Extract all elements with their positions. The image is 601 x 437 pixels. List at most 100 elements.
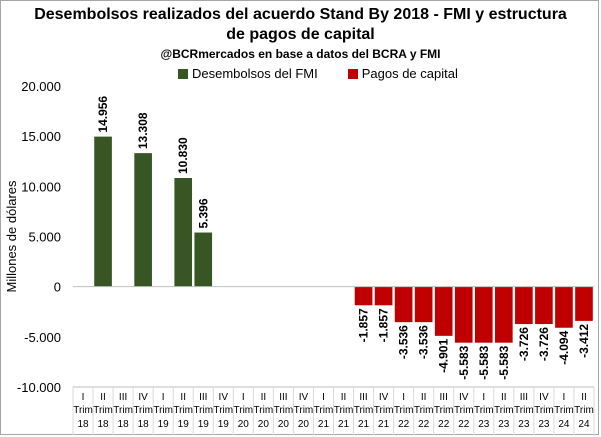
data-label: -4.901 xyxy=(437,339,451,373)
bar xyxy=(374,286,393,306)
x-tick-label-quarter: II xyxy=(421,392,427,403)
data-label: -1.857 xyxy=(377,308,391,342)
x-tick-label-year: 23 xyxy=(478,419,490,430)
legend-swatch-pagos xyxy=(347,68,358,79)
x-tick-label-quarter: III xyxy=(199,392,207,403)
x-tick-label-year: 21 xyxy=(378,419,390,430)
x-tick-label-year: 19 xyxy=(178,419,190,430)
x-tick-label-trim: Trim xyxy=(73,405,93,416)
y-axis-label: Millones de dólares xyxy=(4,180,19,293)
x-tick-label-trim: Trim xyxy=(494,405,514,416)
data-label: 13.308 xyxy=(136,112,150,149)
data-label: -1.857 xyxy=(357,308,371,342)
x-tick-label-quarter: II xyxy=(581,392,587,403)
data-label: 10.830 xyxy=(176,137,190,174)
bar xyxy=(474,286,493,343)
x-tick-label-trim: Trim xyxy=(374,405,394,416)
x-tick-label-year: 23 xyxy=(518,419,530,430)
data-label: -4.094 xyxy=(557,330,571,364)
data-label: 5.396 xyxy=(196,198,210,228)
legend-label-pagos: Pagos de capital xyxy=(361,66,458,81)
bar xyxy=(94,136,112,287)
x-tick-label-year: 22 xyxy=(418,419,430,430)
x-tick-label-trim: Trim xyxy=(93,405,113,416)
x-tick-label-year: 18 xyxy=(118,419,130,430)
x-tick-label-trim: Trim xyxy=(534,405,554,416)
legend-item-desembolsos: Desembolsos del FMI xyxy=(178,66,318,81)
y-tick-label: 20.000 xyxy=(21,79,61,94)
legend-item-pagos: Pagos de capital xyxy=(347,66,458,81)
x-tick-label-year: 24 xyxy=(578,419,590,430)
data-label: -3.726 xyxy=(537,327,551,361)
x-tick-label-quarter: IV xyxy=(539,392,549,403)
y-tick-label: -10.000 xyxy=(17,380,61,395)
x-tick-label-trim: Trim xyxy=(254,405,274,416)
bar xyxy=(555,286,573,328)
legend-swatch-desembolsos xyxy=(178,68,188,79)
bar xyxy=(515,286,533,325)
x-tick-label-year: 20 xyxy=(298,419,310,430)
x-tick-label-year: 20 xyxy=(278,419,290,430)
x-tick-label-quarter: II xyxy=(501,392,507,403)
x-tick-label-trim: Trim xyxy=(234,405,254,416)
x-tick-label-quarter: II xyxy=(100,392,106,403)
bar xyxy=(575,286,593,321)
x-tick-label-trim: Trim xyxy=(394,405,414,416)
x-tick-label-quarter: IV xyxy=(459,392,469,403)
x-tick-label-trim: Trim xyxy=(274,405,294,416)
y-tick-label: 15.000 xyxy=(21,129,61,144)
data-label: -3.536 xyxy=(417,325,431,359)
bar xyxy=(194,232,213,287)
x-tick-label-year: 23 xyxy=(498,419,510,430)
x-tick-label-trim: Trim xyxy=(113,405,133,416)
data-label: -3.726 xyxy=(517,327,531,361)
x-tick-label-trim: Trim xyxy=(574,405,594,416)
x-tick-label-trim: Trim xyxy=(414,405,434,416)
data-label: -5.583 xyxy=(477,345,491,379)
x-tick-label-quarter: I xyxy=(482,392,485,403)
x-tick-label-year: 18 xyxy=(77,419,89,430)
x-tick-label-trim: Trim xyxy=(434,405,454,416)
x-tick-label-year: 19 xyxy=(218,419,230,430)
x-tick-label-year: 24 xyxy=(558,419,570,430)
x-tick-label-quarter: I xyxy=(402,392,405,403)
x-tick-label-year: 20 xyxy=(258,419,270,430)
x-tick-label-year: 21 xyxy=(338,419,350,430)
x-tick-label-quarter: III xyxy=(359,392,367,403)
x-tick-label-trim: Trim xyxy=(153,405,173,416)
x-tick-label-trim: Trim xyxy=(294,405,314,416)
x-tick-label-year: 21 xyxy=(318,419,330,430)
chart-legend: Desembolsos del FMI Pagos de capital xyxy=(178,66,458,81)
x-tick-label-year: 19 xyxy=(158,419,170,430)
x-tick-label-year: 22 xyxy=(398,419,410,430)
x-tick-label-year: 18 xyxy=(97,419,109,430)
x-tick-label-trim: Trim xyxy=(213,405,233,416)
x-tick-label-year: 20 xyxy=(238,419,250,430)
data-label: -3.412 xyxy=(577,324,591,358)
x-tick-label-year: 18 xyxy=(138,419,150,430)
bar xyxy=(354,286,373,306)
bar xyxy=(535,286,553,325)
x-tick-label-quarter: I xyxy=(82,392,85,403)
x-tick-label-quarter: II xyxy=(180,392,186,403)
y-tick-label: 5.000 xyxy=(28,230,61,245)
bar xyxy=(414,286,433,323)
bar xyxy=(134,153,152,287)
legend-label-desembolsos: Desembolsos del FMI xyxy=(192,66,318,81)
y-tick-label: 0 xyxy=(54,280,61,295)
x-tick-label-trim: Trim xyxy=(334,405,354,416)
x-tick-label-trim: Trim xyxy=(173,405,193,416)
x-tick-label-year: 22 xyxy=(458,419,470,430)
chart-subtitle: @BCRmercados en base a datos del BCRA y … xyxy=(160,47,441,61)
x-tick-label-quarter: IV xyxy=(379,392,389,403)
x-tick-label-quarter: I xyxy=(162,392,165,403)
x-tick-label-trim: Trim xyxy=(474,405,494,416)
x-tick-label-quarter: III xyxy=(119,392,127,403)
x-tick-label-quarter: III xyxy=(440,392,448,403)
x-tick-label-trim: Trim xyxy=(193,405,213,416)
x-tick-label-quarter: II xyxy=(261,392,267,403)
x-tick-label-trim: Trim xyxy=(454,405,474,416)
x-tick-label-quarter: III xyxy=(279,392,287,403)
